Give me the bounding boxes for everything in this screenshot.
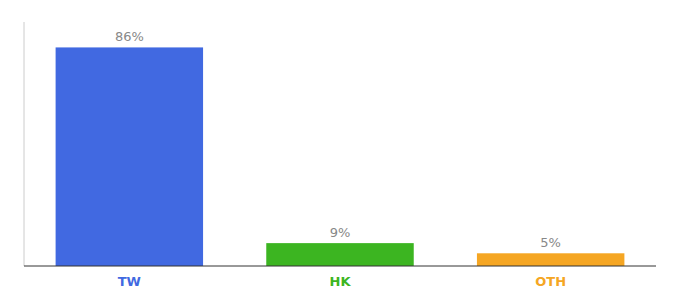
- bar: [56, 47, 203, 266]
- data-label: 86%: [115, 29, 144, 44]
- bar: [477, 253, 624, 266]
- x-tick-label: TW: [118, 274, 141, 289]
- bars: [56, 47, 625, 266]
- x-axis-line: [24, 266, 656, 267]
- x-tick-label: OTH: [535, 274, 566, 289]
- data-label: 9%: [330, 225, 351, 240]
- x-tick-label: HK: [330, 274, 352, 289]
- chart: 86% 9% 5% TW HK OTH: [0, 0, 680, 300]
- data-label: 5%: [540, 235, 561, 250]
- y-axis-line: [24, 22, 25, 266]
- bar: [266, 243, 413, 266]
- chart-container: 86% 9% 5% TW HK OTH: [0, 0, 680, 300]
